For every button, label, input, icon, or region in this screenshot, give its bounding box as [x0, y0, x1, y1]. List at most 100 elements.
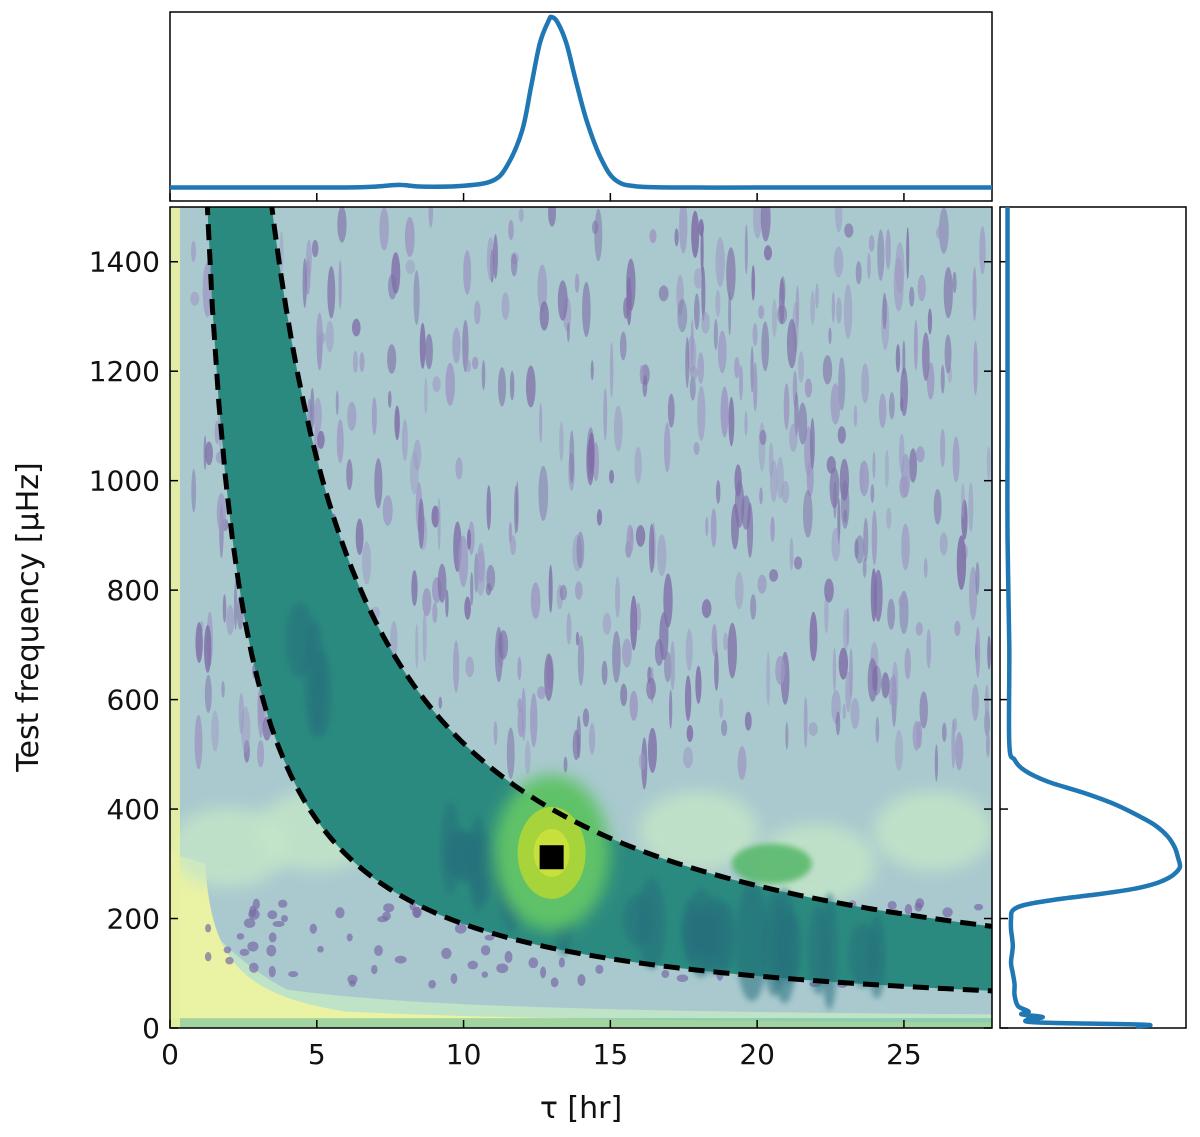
speckle: [335, 390, 339, 416]
speckle: [839, 458, 849, 501]
speckle: [757, 574, 767, 594]
speckle: [204, 951, 212, 962]
speckle: [750, 594, 757, 620]
speckle: [975, 626, 981, 678]
speckle: [530, 582, 541, 619]
speckle: [914, 902, 923, 912]
speckle: [467, 960, 478, 970]
x-axis-label: τ [hr]: [540, 1091, 622, 1126]
speckle: [901, 453, 911, 498]
speckle: [912, 720, 921, 751]
speckle: [878, 393, 887, 429]
speckle: [771, 298, 777, 338]
speckle: [517, 707, 524, 738]
speckle: [715, 237, 725, 288]
speckle: [770, 459, 778, 503]
speckle: [351, 318, 361, 337]
speckle: [898, 594, 909, 610]
speckle: [889, 392, 895, 420]
speckle: [493, 721, 498, 746]
band-streak: [622, 893, 654, 947]
low-frequency-yellow: [170, 852, 992, 1028]
speckle: [695, 665, 702, 704]
speckle: [893, 257, 904, 312]
speckle: [853, 405, 858, 428]
speckle: [268, 965, 276, 978]
speckle: [919, 691, 928, 729]
speckle: [313, 397, 322, 434]
band-streak: [684, 908, 719, 958]
speckle: [327, 266, 336, 319]
speckle: [713, 319, 718, 350]
speckle: [371, 397, 377, 436]
speckle: [486, 485, 492, 531]
speckle: [984, 684, 989, 727]
speckle: [204, 674, 212, 713]
speckle: [686, 724, 694, 742]
speckle: [205, 924, 212, 933]
speckle: [563, 756, 568, 773]
main-heatmap-panel: 0 5 10 15 20 25 0 200 400 600 800 1000 1200 1400 τ […: [11, 206, 993, 1126]
speckle: [387, 344, 397, 374]
x-tick-label: 20: [739, 1038, 775, 1071]
speckle: [701, 311, 710, 334]
speckle: [717, 330, 727, 374]
speckle: [728, 291, 732, 336]
speckle: [850, 698, 860, 729]
speckle: [464, 596, 471, 620]
speckle: [536, 686, 546, 700]
speckle: [602, 612, 612, 635]
speckle: [726, 247, 736, 301]
speckle: [622, 638, 632, 668]
speckle: [648, 523, 655, 574]
speckle: [923, 557, 928, 579]
speckle: [249, 905, 257, 918]
speckle: [509, 370, 515, 401]
speckle: [654, 638, 664, 666]
speckle: [734, 572, 744, 610]
speckle: [458, 535, 469, 588]
contour-blob: [873, 790, 992, 871]
speckle: [572, 534, 583, 572]
speckle: [205, 441, 213, 466]
speckle: [630, 527, 634, 543]
y-tick-label: 1200: [89, 355, 160, 388]
speckle: [739, 364, 743, 401]
speckle: [559, 584, 568, 601]
speckle: [574, 273, 580, 294]
speckle: [711, 623, 718, 657]
speckle: [548, 564, 553, 613]
speckle: [975, 561, 980, 595]
speckle: [902, 340, 906, 376]
speckle: [752, 322, 758, 347]
speckle: [793, 556, 803, 570]
main-x-ticks: 0 5 10 15 20 25: [161, 1020, 922, 1071]
speckle: [510, 253, 518, 277]
speckle: [422, 587, 432, 617]
speckle: [744, 711, 752, 731]
speckle: [667, 393, 675, 428]
speckle: [203, 624, 212, 673]
speckle: [634, 446, 642, 484]
speckle: [612, 631, 621, 683]
speckle: [474, 300, 481, 325]
speckle: [694, 293, 700, 330]
band-streak: [821, 892, 838, 1010]
speckle: [824, 578, 834, 603]
speckle: [649, 229, 657, 244]
speckle: [575, 631, 580, 646]
speckle: [941, 722, 947, 742]
speckle: [336, 419, 344, 464]
y-tick-label: 600: [107, 684, 160, 717]
speckle: [952, 436, 960, 483]
speckle: [455, 457, 463, 480]
speckle: [588, 432, 595, 474]
speckle: [603, 387, 608, 441]
speckle: [569, 430, 575, 484]
speckle: [728, 396, 735, 447]
x-tick-label: 5: [308, 1038, 326, 1071]
x-tick-label: 0: [161, 1038, 179, 1071]
speckle: [317, 331, 326, 345]
speckle: [719, 698, 724, 719]
speckle: [789, 537, 794, 571]
